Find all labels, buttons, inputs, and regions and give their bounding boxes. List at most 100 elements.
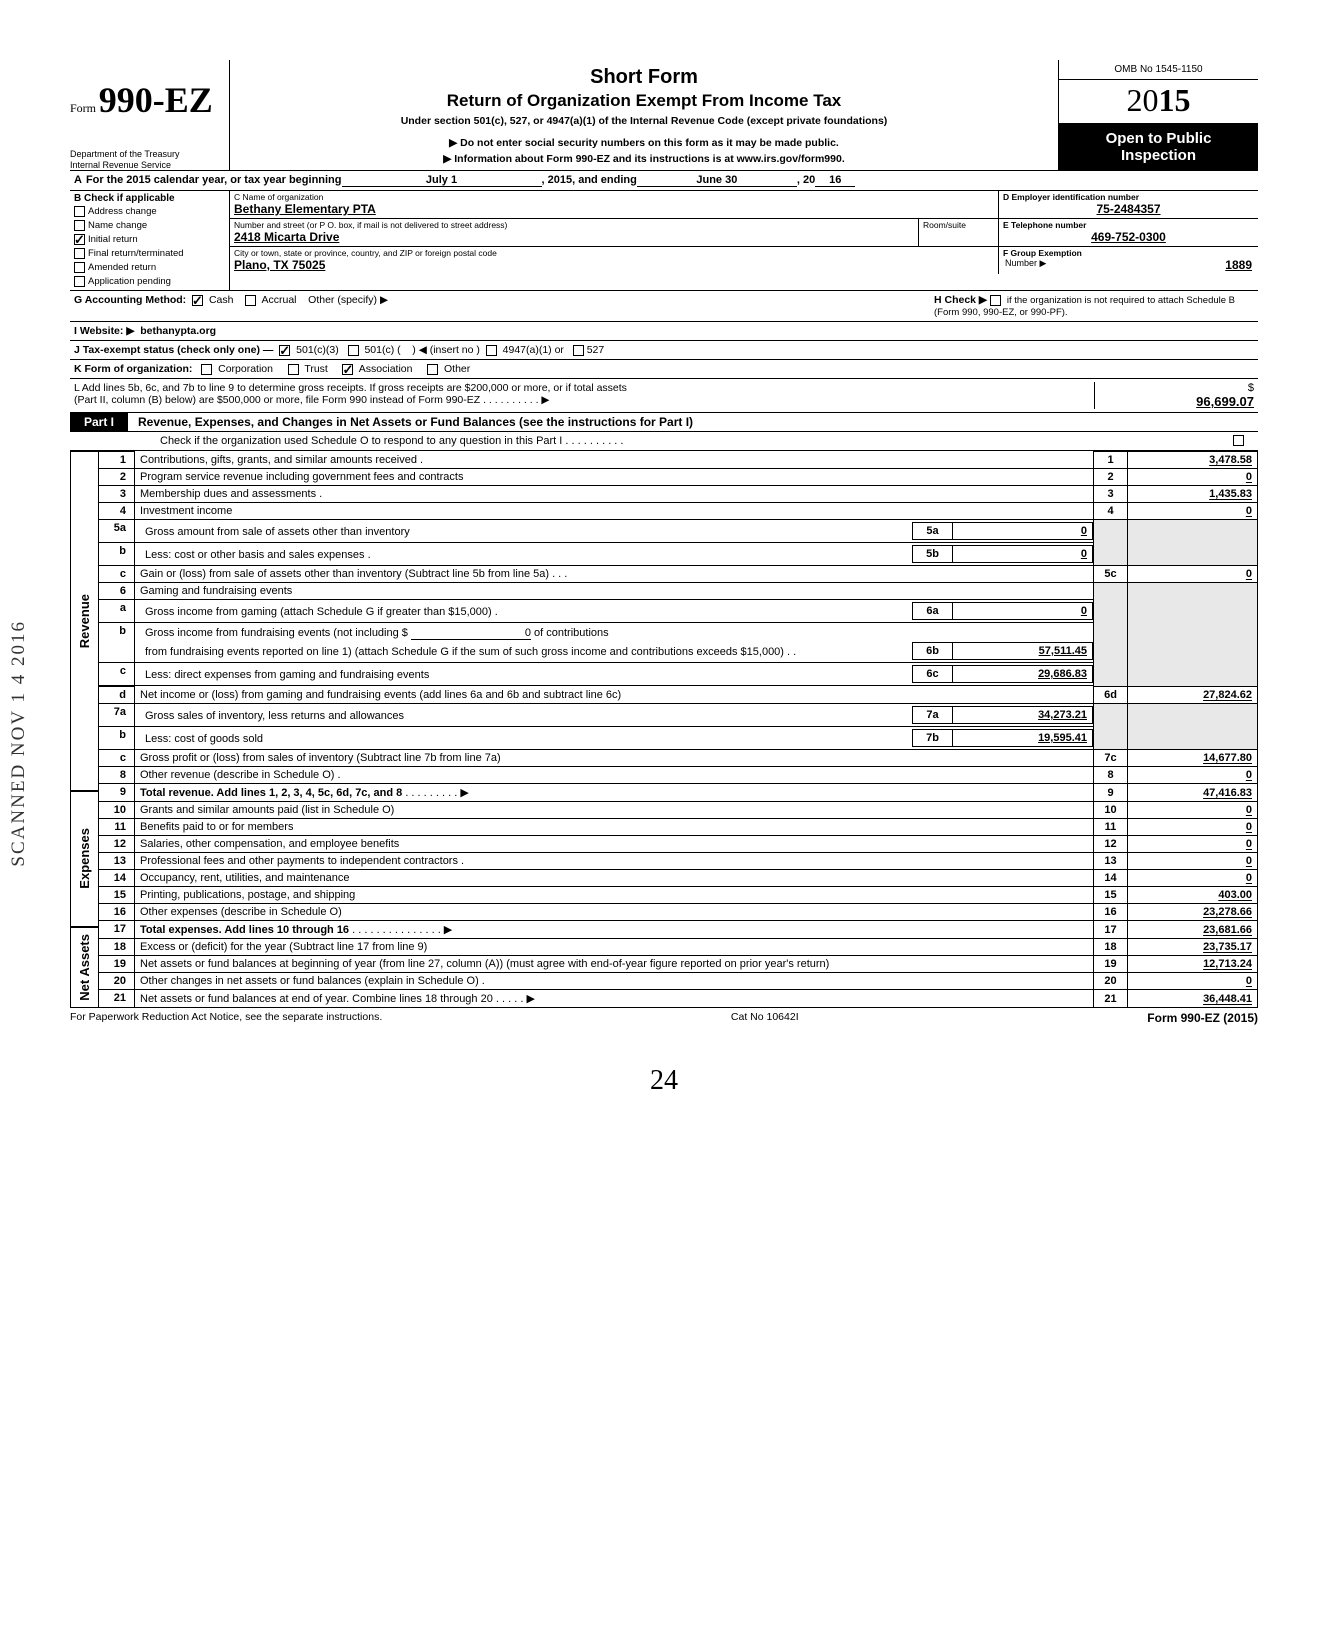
line-6b-desc3: from fundraising events reported on line… [140,643,913,660]
title-short-form: Short Form [238,66,1050,89]
line-19-amt: 12,713.24 [1128,956,1258,973]
telephone[interactable]: 469-752-0300 [999,230,1258,246]
line-6b-blank[interactable]: 0 [411,627,531,640]
chk-4947[interactable] [486,345,497,356]
dept-line2: Internal Revenue Service [70,160,223,170]
street-label: Number and street (or P O. box, if mail … [230,219,918,230]
chk-association[interactable] [342,364,353,375]
line-18-amt: 23,735.17 [1128,939,1258,956]
line-18-desc: Excess or (deficit) for the year (Subtra… [135,939,1094,956]
group-exemption[interactable]: 1889 [1225,258,1252,272]
chk-initial-return[interactable] [74,234,85,245]
chk-final-return[interactable] [74,248,85,259]
chk-address-change[interactable] [74,206,85,217]
chk-application-pending[interactable] [74,276,85,287]
line-20-amt: 0 [1128,973,1258,990]
identity-block: B Check if applicable Address change Nam… [70,191,1258,291]
line-L: L Add lines 5b, 6c, and 7b to line 9 to … [70,379,1258,413]
line-5a-desc: Gross amount from sale of assets other t… [140,523,913,540]
line-6c-desc: Less: direct expenses from gaming and fu… [140,666,913,683]
city[interactable]: Plano, TX 75025 [230,258,998,274]
website[interactable]: bethanypta.org [140,325,216,337]
line-13-amt: 0 [1128,853,1258,870]
line-6a-desc: Gross income from gaming (attach Schedul… [140,603,913,620]
tax-year-begin[interactable]: July 1 [342,174,542,187]
line-5c-amt: 0 [1128,566,1258,583]
line-5a-amt: 0 [953,523,1093,540]
line-19-desc: Net assets or fund balances at beginning… [135,956,1094,973]
line-11-desc: Benefits paid to or for members [135,819,1094,836]
line-I: I Website: ▶ bethanypta.org [70,322,1258,341]
line-4-amt: 0 [1128,503,1258,520]
part-i-grid: Revenue Expenses Net Assets 1Contributio… [70,451,1258,1008]
note-ssn: ▶ Do not enter social security numbers o… [238,137,1050,149]
line-7a-amt: 34,273.21 [953,707,1093,724]
line-6c-amt: 29,686.83 [953,666,1093,683]
form-number: Form 990-EZ [70,79,223,121]
tax-year-end[interactable]: June 30 [637,174,797,187]
F-label: F Group Exemption [1003,248,1082,258]
org-name[interactable]: Bethany Elementary PTA [230,202,998,218]
line-7c-desc: Gross profit or (loss) from sales of inv… [135,750,1094,767]
chk-corporation[interactable] [201,364,212,375]
chk-schedule-o[interactable] [1233,435,1244,446]
ein[interactable]: 75-2484357 [999,202,1258,218]
footer: For Paperwork Reduction Act Notice, see … [70,1008,1258,1025]
part-i-header: Part I Revenue, Expenses, and Changes in… [70,413,1258,432]
B-label: Check if applicable [84,193,175,204]
chk-501c3[interactable] [279,345,290,356]
line-6a-amt: 0 [953,603,1093,620]
line-8-desc: Other revenue (describe in Schedule O) . [135,767,1094,784]
line-7b-amt: 19,595.41 [953,730,1093,747]
line-14-amt: 0 [1128,870,1258,887]
line-15-desc: Printing, publications, postage, and shi… [135,887,1094,904]
line-K: K Form of organization: Corporation Trus… [70,360,1258,379]
line-2-amt: 0 [1128,469,1258,486]
note-info: ▶ Information about Form 990-EZ and its … [238,153,1050,165]
line-6-desc: Gaming and fundraising events [135,583,1094,600]
line-1-amt: 3,478.58 [1128,452,1258,469]
side-expenses: Expenses [77,828,92,889]
line-4-desc: Investment income [135,503,1094,520]
chk-cash[interactable] [192,295,203,306]
chk-amended-return[interactable] [74,262,85,273]
chk-schedule-b[interactable] [990,295,1001,306]
omb-number: OMB No 1545-1150 [1059,60,1258,80]
line-6b-desc1: Gross income from fundraising events (no… [145,627,408,639]
title-return: Return of Organization Exempt From Incom… [238,91,1050,111]
form-header: Form 990-EZ Department of the Treasury I… [70,60,1258,171]
line-11-amt: 0 [1128,819,1258,836]
line-2-desc: Program service revenue including govern… [135,469,1094,486]
line-17-amt: 23,681.66 [1128,921,1258,939]
chk-accrual[interactable] [245,295,256,306]
chk-trust[interactable] [288,364,299,375]
tax-year-end-yr[interactable]: 16 [815,174,855,187]
line-17-desc: Total expenses. Add lines 10 through 16 [140,924,349,936]
line-21-desc: Net assets or fund balances at end of ye… [135,990,1094,1008]
chk-name-change[interactable] [74,220,85,231]
scanned-stamp: SCANNED NOV 1 4 2016 [8,620,30,867]
line-5b-amt: 0 [953,546,1093,563]
chk-501c[interactable] [348,345,359,356]
line-16-desc: Other expenses (describe in Schedule O) [135,904,1094,921]
city-label: City or town, state or province, country… [230,247,998,258]
line-10-amt: 0 [1128,802,1258,819]
E-label: E Telephone number [999,219,1258,230]
line-1-desc: Contributions, gifts, grants, and simila… [135,452,1094,469]
open-to-public: Open to PublicInspection [1059,124,1258,170]
street[interactable]: 2418 Micarta Drive [230,230,918,246]
line-9-desc: Total revenue. Add lines 1, 2, 3, 4, 5c,… [140,787,402,799]
line-5c-desc: Gain or (loss) from sale of assets other… [135,566,1094,583]
line-12-desc: Salaries, other compensation, and employ… [135,836,1094,853]
line-21-amt: 36,448.41 [1128,990,1258,1008]
line-15-amt: 403.00 [1128,887,1258,904]
line-G-H: G Accounting Method: Cash Accrual Other … [70,291,1258,322]
chk-other-org[interactable] [427,364,438,375]
chk-527[interactable] [573,345,584,356]
line-16-amt: 23,278.66 [1128,904,1258,921]
tax-year: 2015 [1059,80,1258,124]
side-netassets: Net Assets [77,934,92,1001]
line-5b-desc: Less: cost or other basis and sales expe… [140,546,913,563]
line-8-amt: 0 [1128,767,1258,784]
line-13-desc: Professional fees and other payments to … [135,853,1094,870]
